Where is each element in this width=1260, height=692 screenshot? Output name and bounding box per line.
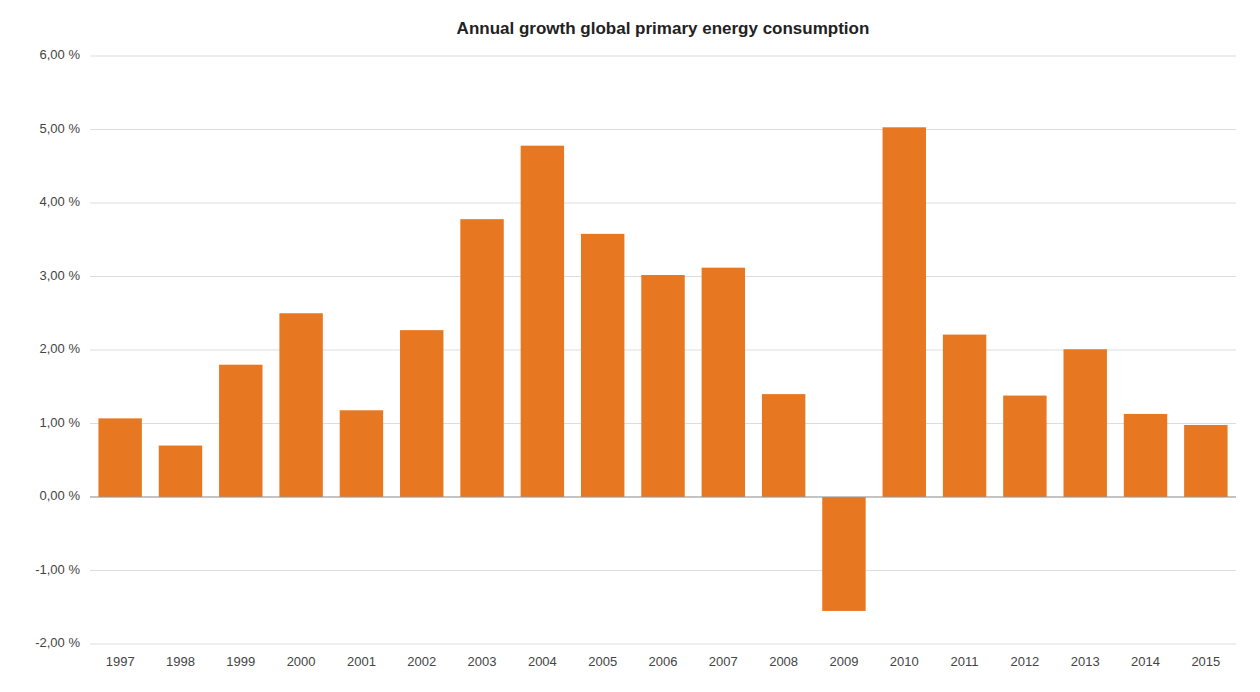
y-tick-label: 1,00 % bbox=[40, 415, 81, 430]
y-tick-label: 5,00 % bbox=[40, 121, 81, 136]
bar bbox=[340, 410, 383, 497]
bar bbox=[762, 394, 805, 497]
x-tick-label: 2011 bbox=[951, 654, 979, 669]
bar bbox=[159, 446, 202, 497]
x-tick-label: 2000 bbox=[287, 654, 316, 669]
x-tick-label: 2010 bbox=[890, 654, 919, 669]
bar bbox=[883, 127, 926, 497]
bar bbox=[460, 219, 503, 497]
x-tick-label: 2015 bbox=[1191, 654, 1220, 669]
grid-line bbox=[90, 497, 1236, 498]
x-tick-label: 2003 bbox=[468, 654, 497, 669]
x-tick-label: 2005 bbox=[588, 654, 617, 669]
grid bbox=[90, 56, 1236, 644]
y-tick-label: 0,00 % bbox=[40, 488, 81, 503]
x-tick-label: 2008 bbox=[769, 654, 798, 669]
x-tick-label: 2013 bbox=[1071, 654, 1100, 669]
title: Annual growth global primary energy cons… bbox=[457, 19, 870, 38]
x-tick-label: 2006 bbox=[649, 654, 678, 669]
bar bbox=[1124, 414, 1167, 497]
bar bbox=[1063, 349, 1106, 497]
x-tick-label: 2001 bbox=[347, 654, 376, 669]
x-tick-label: 2007 bbox=[709, 654, 738, 669]
bar bbox=[1003, 396, 1046, 497]
x-tick-label: 1997 bbox=[106, 654, 135, 669]
grid-line bbox=[90, 56, 1236, 57]
bar bbox=[219, 365, 262, 497]
bar bbox=[400, 330, 443, 497]
grid-line bbox=[90, 129, 1236, 130]
x-tick-label: 2014 bbox=[1131, 654, 1160, 669]
x-tick-label: 2009 bbox=[829, 654, 858, 669]
bar bbox=[521, 146, 564, 497]
grid-line bbox=[90, 570, 1236, 571]
y-tick-label: 6,00 % bbox=[40, 47, 81, 62]
x-tick-label: 2004 bbox=[528, 654, 557, 669]
y-tick-label: 2,00 % bbox=[40, 341, 81, 356]
x-tick-label: 1998 bbox=[166, 654, 195, 669]
y-tick-label: 3,00 % bbox=[40, 268, 81, 283]
zero-line bbox=[90, 497, 1236, 498]
bar bbox=[943, 335, 986, 497]
chart: -2,00 % -1,00 % 0,00 % 1,00 % 2,00 % 3,00 % 4,… bbox=[0, 0, 1260, 692]
x-tick-label: 1999 bbox=[226, 654, 255, 669]
y-tick-label: 4,00 % bbox=[40, 194, 81, 209]
bar bbox=[822, 497, 865, 611]
y-tick-label: -2,00 % bbox=[35, 635, 80, 650]
grid-line bbox=[90, 644, 1236, 645]
y-axis: -2,00 % -1,00 % 0,00 % 1,00 % 2,00 % 3,00 % 4,… bbox=[35, 47, 80, 650]
x-tick-label: 2002 bbox=[407, 654, 436, 669]
bar bbox=[1184, 425, 1227, 497]
grid-line bbox=[90, 203, 1236, 204]
bar bbox=[98, 418, 141, 497]
x-tick-label: 2012 bbox=[1010, 654, 1039, 669]
chart-container: -2,00 % -1,00 % 0,00 % 1,00 % 2,00 % 3,00 % 4,… bbox=[0, 0, 1260, 692]
bar bbox=[641, 275, 684, 497]
y-tick-label: -1,00 % bbox=[35, 562, 80, 577]
bar bbox=[702, 268, 745, 497]
bar bbox=[279, 313, 322, 497]
x-axis: 1997 1998 1999 2000 2001 2002 2003 2004 2005 2006… bbox=[106, 654, 1221, 669]
bars bbox=[98, 127, 1227, 611]
bar bbox=[581, 234, 624, 497]
